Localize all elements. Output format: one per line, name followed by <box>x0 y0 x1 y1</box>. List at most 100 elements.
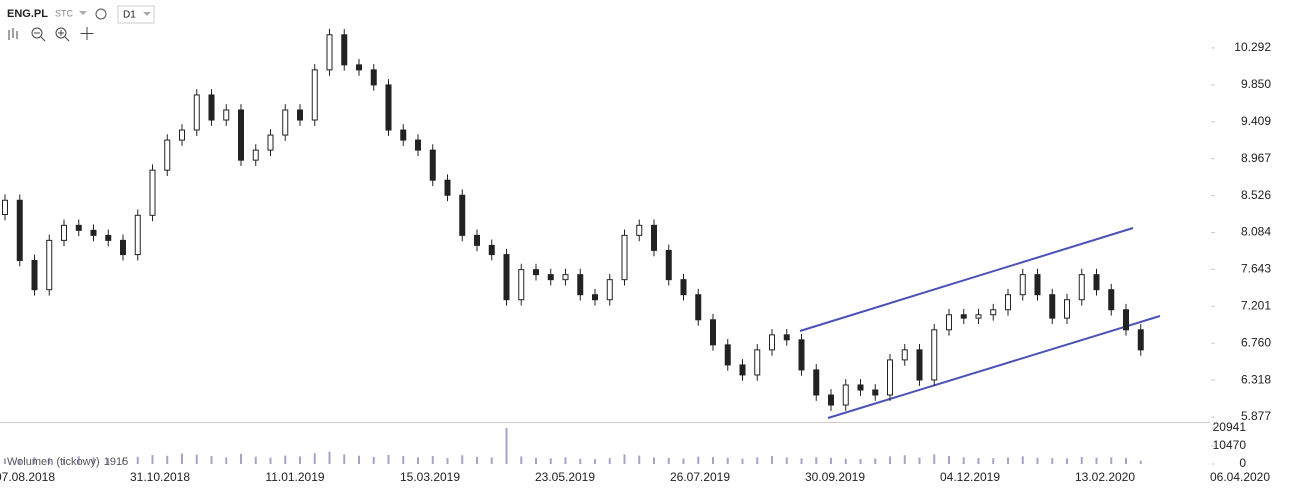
x-tick-label: 07.08.2018 <box>0 470 55 484</box>
candle-body <box>1005 294 1011 311</box>
volume-bar <box>18 459 21 464</box>
trend-line <box>799 227 1134 332</box>
x-tick-label: 13.02.2020 <box>1075 470 1135 484</box>
x-tick-label: 23.05.2019 <box>535 470 595 484</box>
volume-bar <box>151 455 154 464</box>
candle-body <box>2 199 8 215</box>
interval-select[interactable] <box>117 5 155 24</box>
volume-bar <box>520 456 523 464</box>
volume-bar <box>977 457 980 464</box>
volume-bar <box>136 456 139 464</box>
chart-type-icon[interactable] <box>8 28 18 40</box>
x-tick-label: 15.03.2019 <box>400 470 460 484</box>
volume-bar <box>785 457 788 464</box>
candle-body <box>120 239 126 256</box>
candle-body <box>1049 294 1056 319</box>
volume-bar <box>903 455 906 464</box>
volume-tick-label: 0 <box>1239 456 1246 470</box>
volume-label: Wolumen (tickowy) 1915 <box>7 456 128 468</box>
candle-body <box>297 109 303 121</box>
candle-body <box>488 244 495 256</box>
interval[interactable]: D1 <box>123 10 136 21</box>
candle-body <box>1123 309 1129 331</box>
volume-bar <box>476 456 478 464</box>
volume-bar <box>1080 456 1083 464</box>
candle-body <box>518 269 525 301</box>
candle-body <box>208 94 215 121</box>
dropdown-arrow[interactable] <box>143 12 151 16</box>
y-tick-label: 7.201 <box>1241 298 1271 312</box>
volume-bar <box>771 456 773 464</box>
candle-body <box>429 149 436 181</box>
volume-bar <box>1051 458 1054 464</box>
candle-body <box>46 239 53 291</box>
zoom-in-icon[interactable] <box>58 30 70 42</box>
volume-bar <box>1125 457 1127 464</box>
candle-body <box>577 274 584 296</box>
candle-body <box>31 259 38 291</box>
volume-tick-label: 20941 <box>1213 420 1247 434</box>
dropdown-arrow[interactable] <box>79 11 87 15</box>
candle-body <box>651 224 657 251</box>
volume-bar <box>269 457 272 464</box>
volume-bar <box>490 457 493 464</box>
candle-body <box>621 234 628 281</box>
volume-bar <box>712 457 714 464</box>
volume-bar <box>505 428 508 464</box>
symbol: ENG.PL <box>7 8 48 20</box>
candle-body <box>61 224 67 241</box>
candle-body <box>872 389 879 396</box>
y-tick-label: 8.526 <box>1241 188 1271 202</box>
candle-body <box>960 314 967 319</box>
x-tick-label: 04.12.2019 <box>940 470 1000 484</box>
candle-body <box>636 224 643 236</box>
volume-bar <box>608 458 611 464</box>
volume-bar <box>107 458 110 464</box>
candle-body <box>754 349 761 376</box>
x-tick-label: 26.07.2019 <box>670 470 730 484</box>
info-icon[interactable] <box>95 8 107 20</box>
volume-bar <box>962 457 965 464</box>
candle-body <box>75 224 82 231</box>
volume-bar <box>48 457 51 464</box>
candle-body <box>828 394 834 406</box>
volume-bar <box>1095 457 1098 464</box>
instrument-kind[interactable]: STC <box>55 8 74 18</box>
candle-body <box>179 129 185 141</box>
y-tick-label: 10.292 <box>1234 40 1271 54</box>
pan-icon[interactable] <box>80 27 94 40</box>
volume-bar <box>33 456 36 464</box>
candle-body <box>90 229 97 236</box>
volume-bar <box>313 453 316 464</box>
volume-bar <box>741 458 744 464</box>
y-tick-label: 9.850 <box>1241 77 1271 91</box>
candle-body <box>1137 329 1144 351</box>
volume-bar <box>918 457 921 464</box>
candle-body <box>975 314 982 319</box>
volume-bar <box>431 456 434 464</box>
volume-bar <box>682 458 685 464</box>
candle-body <box>680 279 687 296</box>
candle-body <box>562 274 569 281</box>
volume-bar <box>210 456 213 464</box>
volume-bar <box>328 451 331 464</box>
candle-body <box>1019 274 1026 296</box>
zoom-in-icon[interactable] <box>55 27 67 39</box>
candle-body <box>415 139 421 151</box>
candle-body <box>238 109 244 161</box>
trend-line <box>827 315 1161 419</box>
candle-body <box>1108 289 1115 311</box>
volume-bar <box>948 455 950 464</box>
volume-bar <box>195 454 198 464</box>
candle-body <box>105 234 112 241</box>
zoom-out-icon[interactable] <box>34 32 46 42</box>
candle-body <box>282 109 289 136</box>
volume-bar <box>240 453 242 464</box>
candle-body <box>842 384 849 406</box>
volume-bar <box>1110 457 1113 464</box>
candle-body <box>533 269 539 276</box>
candle-body <box>710 319 716 346</box>
zoom-out-icon[interactable] <box>31 27 43 39</box>
y-tick-label: 7.643 <box>1241 262 1271 276</box>
